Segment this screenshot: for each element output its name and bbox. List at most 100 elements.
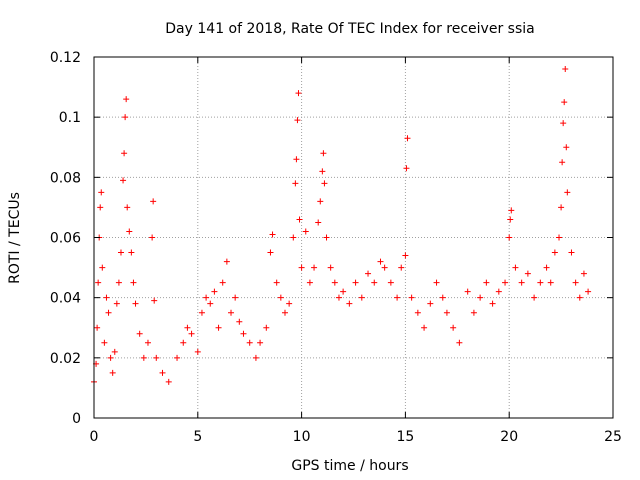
data-point: [98, 189, 105, 196]
data-point: [294, 117, 301, 124]
data-point: [292, 180, 299, 187]
data-point: [377, 258, 384, 265]
data-point: [150, 198, 157, 205]
data-point: [576, 294, 583, 301]
x-tick-label: 25: [604, 429, 622, 445]
data-point: [585, 288, 592, 295]
data-point: [323, 234, 330, 241]
data-point: [317, 198, 324, 205]
data-point: [524, 270, 531, 277]
data-point: [298, 264, 305, 271]
data-point: [130, 279, 137, 286]
data-point: [403, 165, 410, 172]
data-point: [140, 354, 147, 361]
tick-layer: 0 5 10 15 20 25 0 0.02 0.04 0.06 0.08 0.1 0.12: [50, 50, 622, 445]
data-point: [194, 348, 201, 355]
data-point: [109, 369, 116, 376]
data-point: [95, 279, 102, 286]
data-point: [495, 288, 502, 295]
data-point: [561, 99, 568, 106]
data-point: [358, 294, 365, 301]
data-point: [551, 249, 558, 256]
data-point: [506, 234, 513, 241]
data-point: [113, 300, 120, 307]
data-point: [394, 294, 401, 301]
data-point: [543, 264, 550, 271]
y-axis-label: ROTI / TECUs: [7, 192, 23, 284]
data-point: [398, 264, 405, 271]
data-point: [483, 279, 490, 286]
data-point: [558, 204, 565, 211]
data-point: [136, 330, 143, 337]
data-point: [124, 204, 131, 211]
data-point: [236, 318, 243, 325]
data-point: [111, 348, 118, 355]
y-tick-label: 0.1: [59, 110, 81, 126]
data-point: [404, 135, 411, 142]
data-point: [443, 309, 450, 316]
data-point: [371, 279, 378, 286]
y-tick-label: 0.02: [50, 351, 81, 367]
data-point: [470, 309, 477, 316]
x-tick-label: 5: [193, 429, 202, 445]
data-point: [188, 330, 195, 337]
data-point: [126, 228, 133, 235]
data-point: [246, 339, 253, 346]
data-point: [117, 249, 124, 256]
data-point: [219, 279, 226, 286]
data-point: [507, 216, 514, 223]
data-point: [101, 339, 108, 346]
data-point: [128, 249, 135, 256]
data-point: [203, 294, 210, 301]
data-point: [408, 294, 415, 301]
data-point: [321, 180, 328, 187]
data-point: [456, 339, 463, 346]
data-point: [421, 324, 428, 331]
data-point: [306, 279, 313, 286]
data-point: [365, 270, 372, 277]
data-point: [132, 300, 139, 307]
points-layer: [91, 66, 592, 385]
data-point: [559, 159, 566, 166]
data-point: [531, 294, 538, 301]
data-point: [311, 264, 318, 271]
data-point: [223, 258, 230, 265]
data-point: [402, 252, 409, 259]
data-point: [211, 288, 218, 295]
data-point: [257, 339, 264, 346]
grid-layer: [94, 57, 613, 418]
data-point: [564, 189, 571, 196]
x-tick-label: 10: [293, 429, 311, 445]
data-point: [477, 294, 484, 301]
data-point: [277, 294, 284, 301]
data-point: [267, 249, 274, 256]
y-tick-label: 0.04: [50, 291, 81, 307]
data-point: [174, 354, 181, 361]
data-point: [122, 114, 129, 121]
data-point: [346, 300, 353, 307]
data-point: [153, 354, 160, 361]
data-point: [149, 234, 156, 241]
data-point: [105, 309, 112, 316]
data-point: [387, 279, 394, 286]
data-point: [547, 279, 554, 286]
data-point: [464, 288, 471, 295]
y-tick-label: 0.06: [50, 231, 81, 247]
data-point: [107, 354, 114, 361]
data-point: [120, 177, 127, 184]
data-point: [556, 234, 563, 241]
data-point: [450, 324, 457, 331]
data-point: [489, 300, 496, 307]
data-point: [121, 150, 128, 157]
data-point: [198, 309, 205, 316]
data-point: [286, 300, 293, 307]
data-point: [414, 309, 421, 316]
data-point: [123, 96, 130, 103]
data-point: [165, 378, 172, 385]
data-point: [159, 369, 166, 376]
y-tick-label: 0.08: [50, 170, 81, 186]
data-point: [508, 207, 515, 214]
data-point: [184, 324, 191, 331]
data-point: [295, 90, 302, 97]
